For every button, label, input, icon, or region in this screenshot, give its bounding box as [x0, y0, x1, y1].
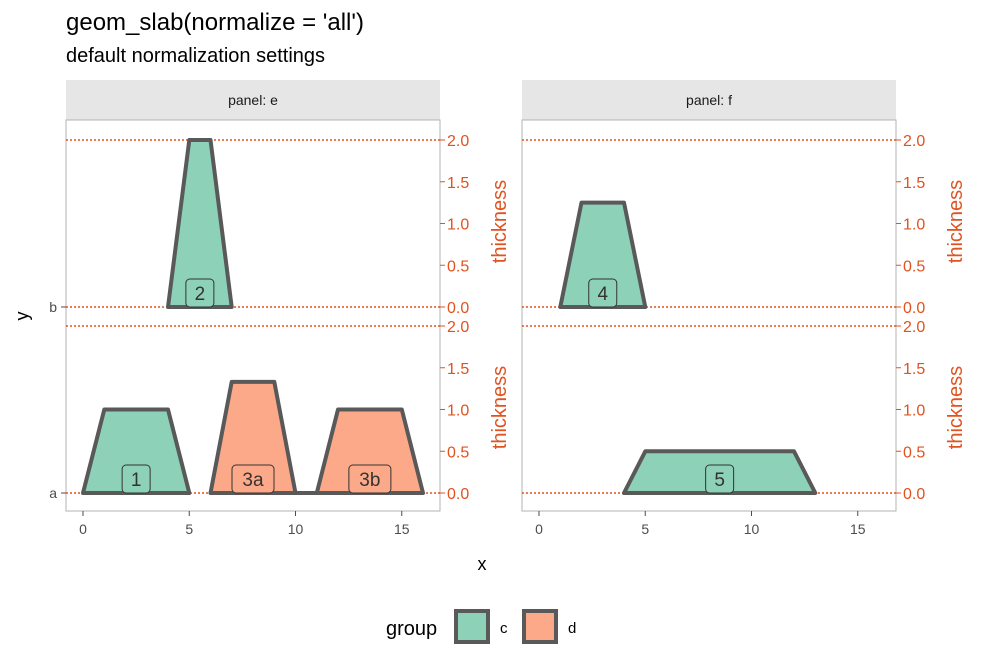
thickness-axis-title: thickness — [489, 180, 511, 263]
panel-2: panel: f 0.0 0.5 1.0 1.5 2.0 thickness 0.0 0.5 1.… — [521, 80, 967, 537]
y-axis-title: y — [12, 312, 32, 321]
legend-title: group — [386, 618, 437, 640]
thickness-tick-label: 0.5 — [903, 444, 925, 461]
thickness-tick-label: 1.5 — [447, 361, 469, 378]
thickness-tick-label: 0.5 — [903, 258, 925, 275]
legend-label-c: c — [500, 620, 508, 637]
slab-label: 4 — [597, 284, 608, 305]
facet-strip-label: panel: e — [228, 92, 278, 108]
slab-label-box — [121, 464, 151, 494]
slab-label: 5 — [714, 470, 725, 491]
slab-label-box — [348, 464, 392, 494]
thickness-tick-label: 2.0 — [447, 133, 469, 150]
x-tick-label: 5 — [641, 521, 649, 537]
thickness-tick-label: 0.0 — [903, 300, 925, 317]
legend: group c d — [386, 609, 576, 644]
slab-label: 1 — [131, 470, 142, 491]
slab-4 — [558, 200, 648, 309]
facet-strip-label: panel: f — [686, 92, 732, 108]
x-tick-label: 15 — [394, 521, 410, 537]
thickness-tick-label: 2.0 — [903, 133, 925, 150]
thickness-tick-label: 2.0 — [903, 319, 925, 336]
thickness-axis-title: thickness — [489, 366, 511, 449]
legend-key-c — [454, 609, 490, 644]
thickness-tick-label: 2.0 — [447, 319, 469, 336]
thickness-tick-label: 0.0 — [447, 300, 469, 317]
x-tick-label: 15 — [850, 521, 866, 537]
slab-label-box — [185, 278, 215, 308]
y-tick-label: b — [49, 299, 57, 315]
slab-1 — [81, 407, 192, 495]
thickness-tick-label: 0.0 — [447, 486, 469, 503]
thickness-tick-label: 1.5 — [447, 175, 469, 192]
thickness-tick-label: 1.0 — [903, 403, 925, 420]
thickness-tick-label: 1.0 — [447, 217, 469, 234]
chart-title: geom_slab(normalize = 'all') — [66, 9, 364, 36]
x-tick-label: 0 — [79, 521, 87, 537]
facet-strip — [522, 80, 896, 120]
x-tick-label: 10 — [744, 521, 760, 537]
thickness-axis-title: thickness — [945, 366, 967, 449]
thickness-tick-label: 1.5 — [903, 361, 925, 378]
legend-label-d: d — [568, 620, 576, 637]
slab-label-box — [705, 464, 735, 494]
x-axis-title: x — [478, 554, 487, 574]
thickness-axis-title: thickness — [945, 180, 967, 263]
panel-border — [65, 119, 441, 512]
chart-subtitle: default normalization settings — [66, 45, 325, 67]
x-tick-label: 5 — [185, 521, 193, 537]
x-tick-label: 10 — [288, 521, 304, 537]
slab-label-box — [588, 278, 618, 308]
panel-border — [521, 119, 897, 512]
thickness-tick-label: 1.0 — [903, 217, 925, 234]
slab-label-box — [231, 464, 275, 494]
slab-label: 3b — [359, 470, 380, 491]
thickness-tick-label: 0.5 — [447, 258, 469, 275]
slab-label: 2 — [195, 284, 206, 305]
slab-label: 3a — [242, 470, 264, 491]
y-tick-label: a — [49, 485, 57, 501]
thickness-tick-label: 0.5 — [447, 444, 469, 461]
legend-key-d — [522, 609, 558, 644]
thickness-tick-label: 0.0 — [903, 486, 925, 503]
panel-1: panel: e 0.0 0.5 1.0 1.5 2.0 thickness 0.0 0.5 1.… — [49, 80, 511, 537]
thickness-tick-label: 1.0 — [447, 403, 469, 420]
panels: panel: e 0.0 0.5 1.0 1.5 2.0 thickness 0.0 0.5 1.… — [49, 80, 967, 537]
facet-strip — [66, 80, 440, 120]
thickness-tick-label: 1.5 — [903, 175, 925, 192]
x-tick-label: 0 — [535, 521, 543, 537]
